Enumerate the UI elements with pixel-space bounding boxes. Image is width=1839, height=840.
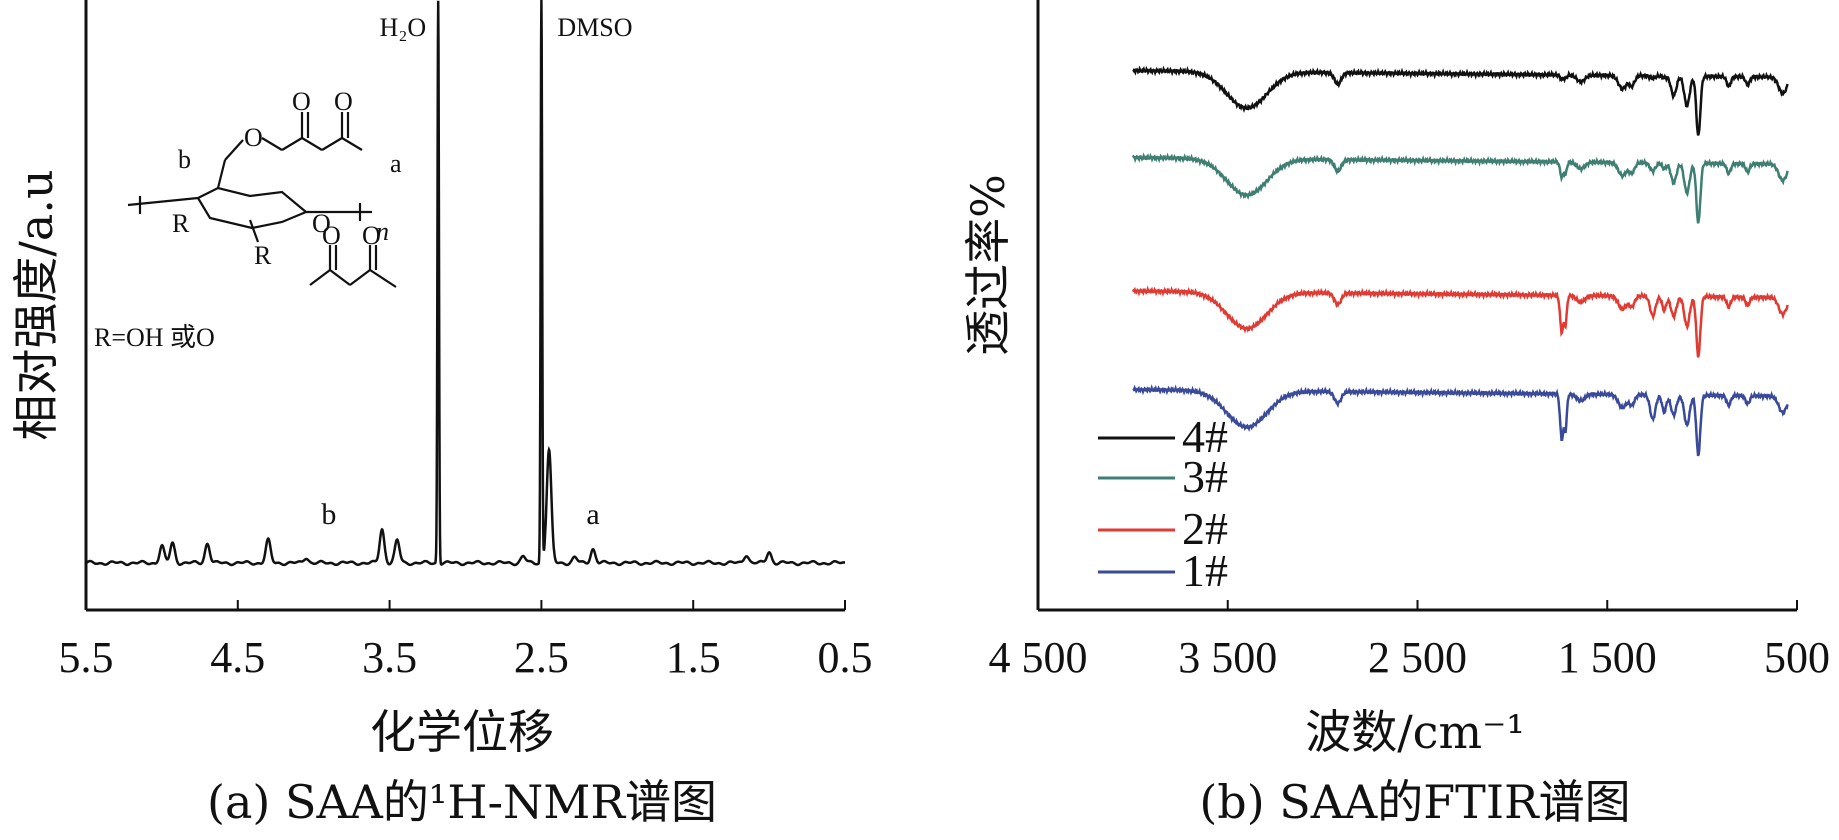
annotation-b: b (321, 498, 336, 531)
ftir-series-line-1 (1132, 384, 1789, 457)
nmr-tick-label: 2.5 (514, 633, 569, 682)
ftir-series-lines (1131, 65, 1789, 457)
annotation-h2o: H₂O (380, 13, 427, 42)
structure-o-ring: O (312, 209, 331, 238)
ftir-series-line-4 (1132, 65, 1789, 136)
nmr-tick-label: 4.5 (210, 633, 265, 682)
ftir-tick-label: 500 (1764, 633, 1830, 682)
chemical-structure (127, 112, 397, 288)
structure-label-a: a (390, 149, 402, 178)
annotation-dmso: DMSO (557, 13, 632, 42)
nmr-caption: (a) SAA的¹H-NMR谱图 (207, 775, 717, 829)
nmr-y-label: 相对强度/a.u (9, 169, 63, 440)
ftir-legend: 4# 3# 2# 1# (1098, 411, 1228, 596)
legend-label-3: 3# (1182, 451, 1228, 502)
nmr-tick-label: 1.5 (666, 633, 721, 682)
legend-label-1: 1# (1182, 545, 1228, 596)
nmr-panel: 5.5 4.5 3.5 2.5 1.5 0.5 H₂O DMSO b a (9, 0, 873, 829)
ftir-y-label: 透过率% (961, 174, 1015, 356)
structure-o-sub-2: O (362, 221, 381, 250)
nmr-x-label: 化学位移 (370, 705, 554, 759)
nmr-x-ticks: 5.5 4.5 3.5 2.5 1.5 0.5 (59, 600, 873, 682)
structure-r-definition: R=OH 或O (94, 323, 215, 352)
annotation-a: a (586, 498, 599, 531)
ftir-tick-label: 2 500 (1368, 633, 1467, 682)
nmr-tick-label: 0.5 (818, 633, 873, 682)
legend-label-2: 2# (1182, 503, 1228, 554)
structure-o-carbonyl-2: O (334, 87, 353, 116)
nmr-spectrum-line (85, 0, 846, 567)
ftir-tick-label: 1 500 (1558, 633, 1657, 682)
structure-o-sub-1: O (322, 221, 341, 250)
ftir-series-line-2 (1131, 285, 1789, 358)
structure-subscript-n: n (376, 217, 389, 246)
ftir-panel: 4 500 3 500 2 500 1 500 500 4# 3# 2# 1# 透过率%… (961, 0, 1830, 829)
nmr-tick-label: 3.5 (362, 633, 417, 682)
nmr-tick-label: 5.5 (59, 633, 114, 682)
legend-item-4: 4# (1098, 411, 1228, 462)
ftir-x-label: 波数/cm⁻¹ (1305, 705, 1525, 759)
structure-o-carbonyl-1: O (292, 87, 311, 116)
legend-item-1: 1# (1098, 545, 1228, 596)
ftir-tick-label: 3 500 (1178, 633, 1277, 682)
legend-item-3: 3# (1098, 451, 1228, 502)
structure-r-1: R (172, 209, 190, 238)
ftir-tick-label: 4 500 (989, 633, 1088, 682)
structure-label-b: b (178, 145, 191, 174)
legend-label-4: 4# (1182, 411, 1228, 462)
legend-item-2: 2# (1098, 503, 1228, 554)
ftir-x-ticks: 4 500 3 500 2 500 1 500 500 (989, 600, 1830, 682)
structure-o-ester: O (244, 123, 263, 152)
structure-r-2: R (254, 241, 272, 270)
ftir-caption: (b) SAA的FTIR谱图 (1199, 775, 1630, 829)
ftir-series-line-3 (1131, 152, 1789, 224)
